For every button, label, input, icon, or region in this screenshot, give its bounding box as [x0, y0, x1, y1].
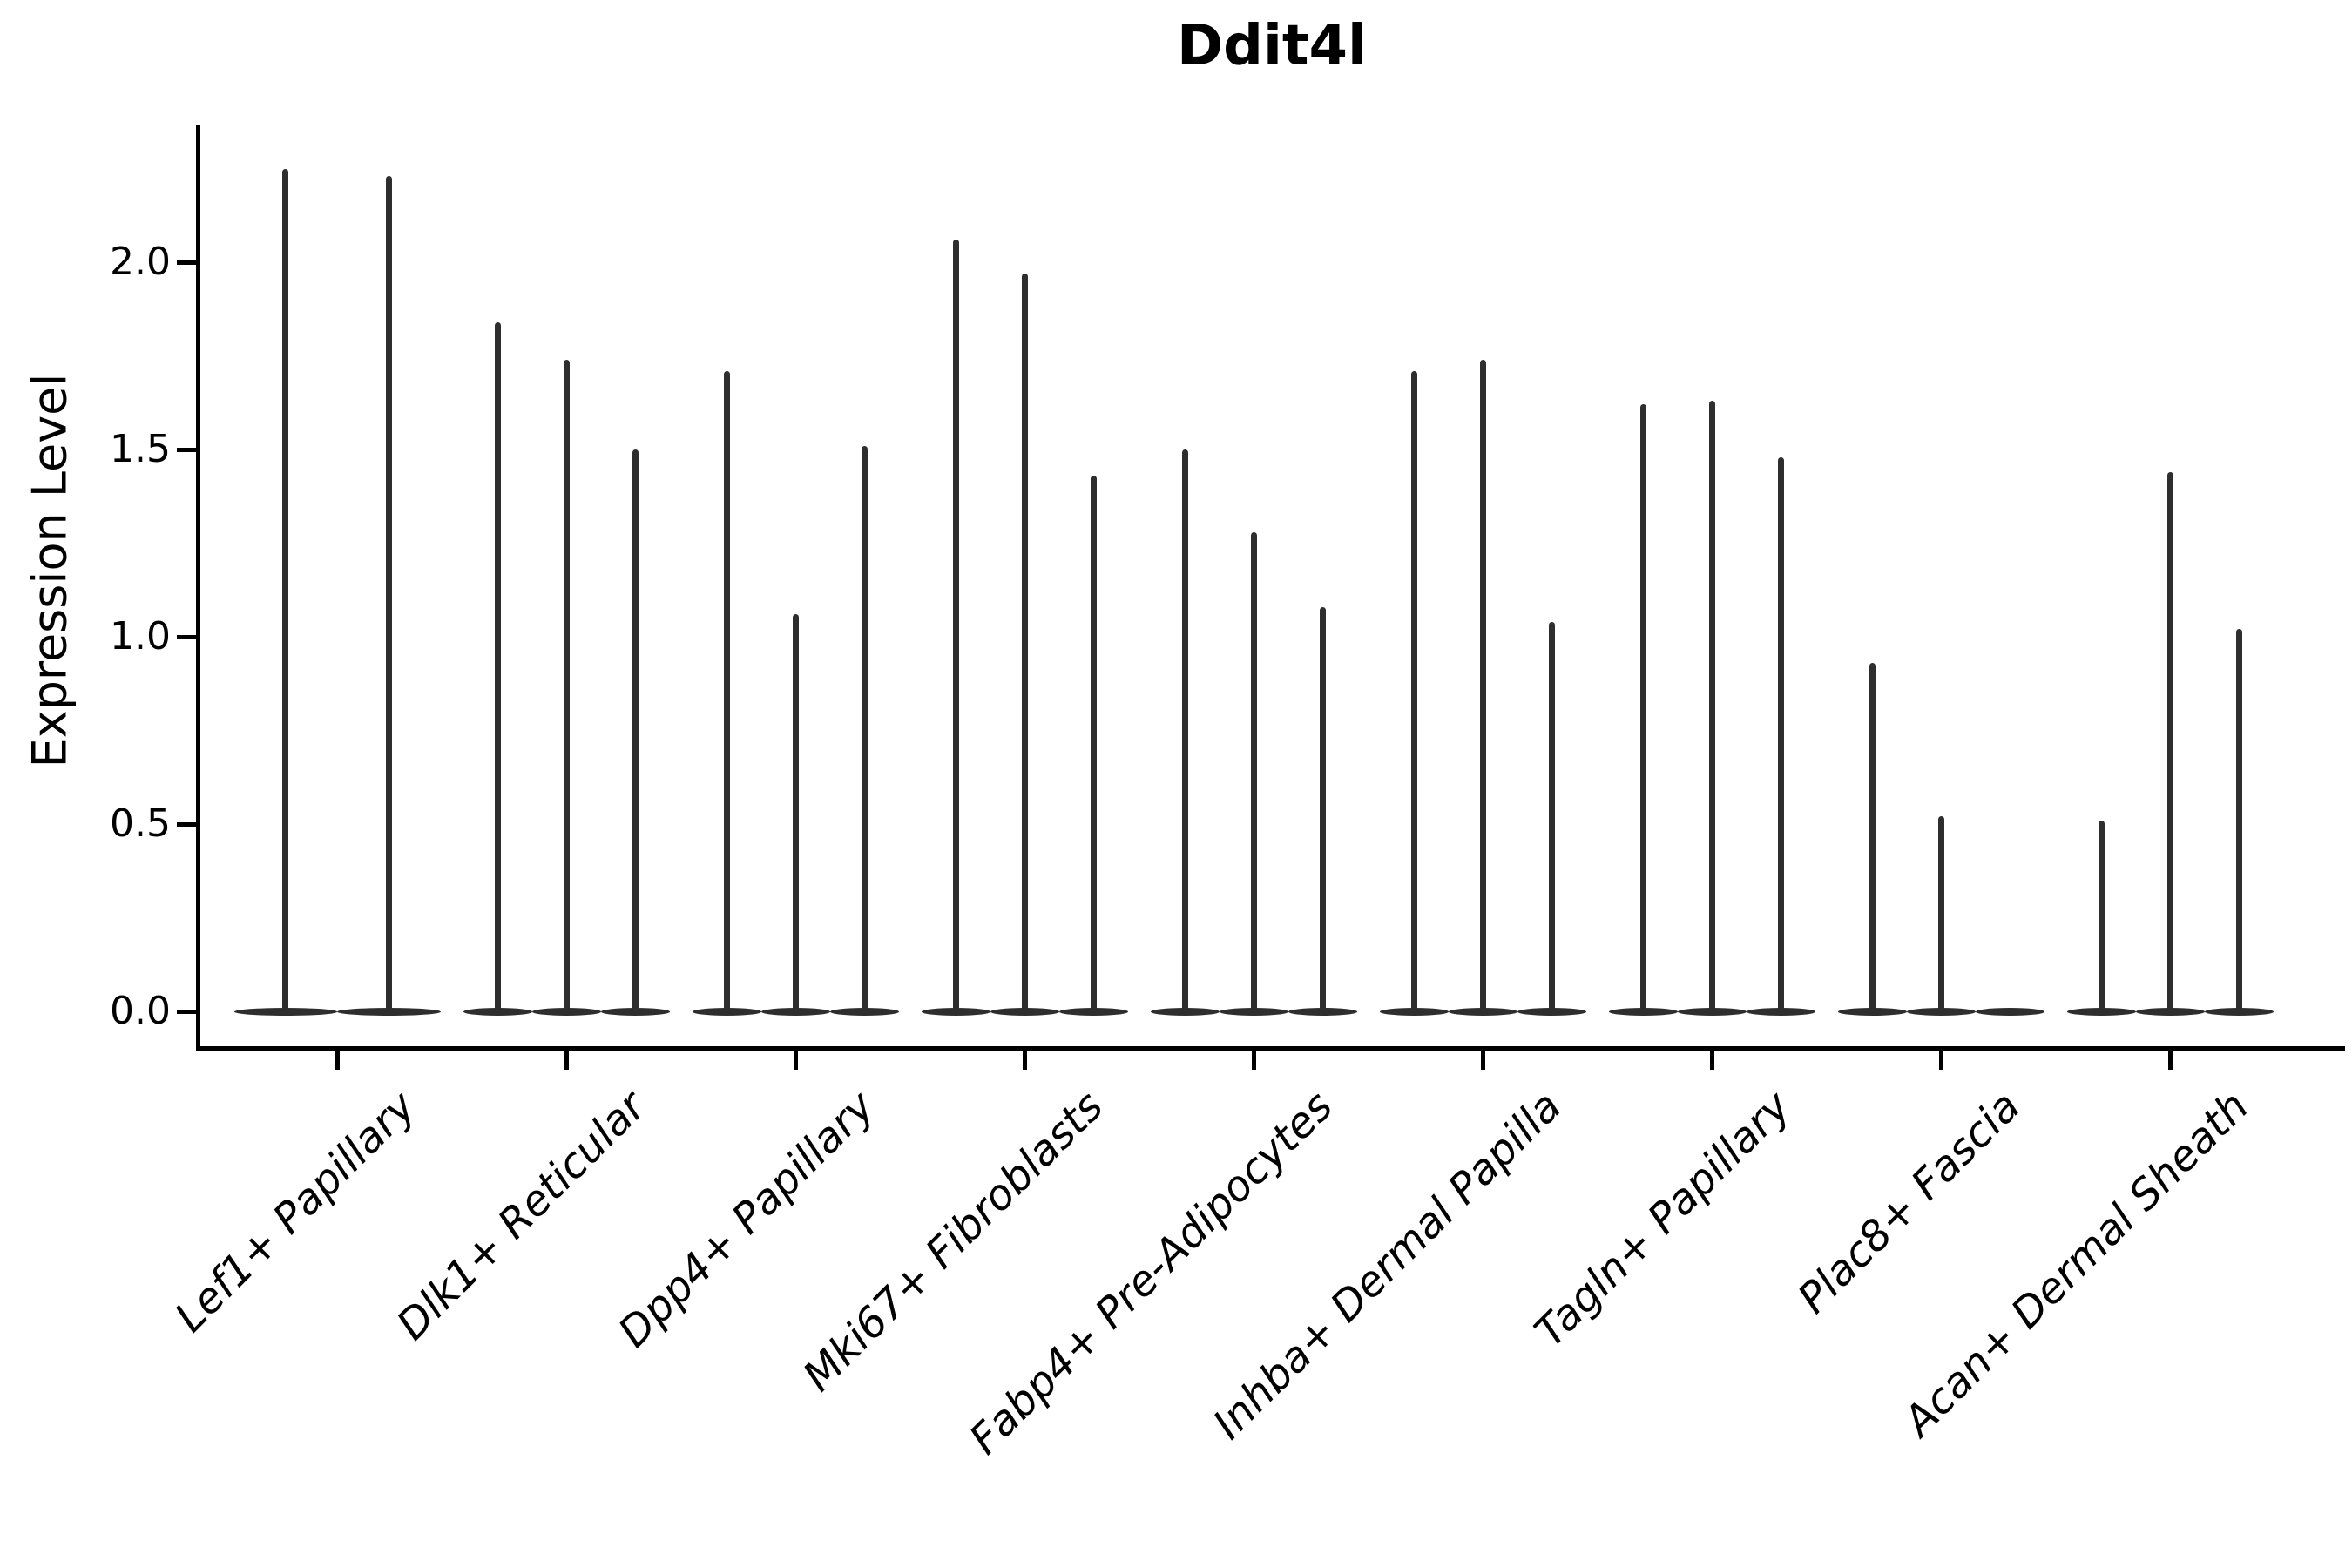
violin-spike	[1639, 404, 1646, 1011]
violin-spike	[952, 240, 959, 1011]
violin-base	[921, 1007, 990, 1016]
violin-base	[1219, 1007, 1288, 1016]
violin-base	[1746, 1007, 1815, 1016]
violin-spike	[1708, 401, 1715, 1011]
violin-base	[1517, 1007, 1586, 1016]
y-tick-label: 1.5	[110, 427, 171, 471]
violin-base	[600, 1007, 670, 1016]
violin-base	[1150, 1007, 1220, 1016]
y-tick-mark	[177, 260, 196, 265]
violin-spike	[2235, 629, 2242, 1011]
y-tick-mark	[177, 447, 196, 452]
violin-base	[760, 1007, 830, 1016]
violin-spike	[1869, 663, 1876, 1011]
violin-spike	[1090, 476, 1097, 1011]
y-tick-label: 0.0	[110, 989, 171, 1033]
x-category-label: Dpp4+ Papillary	[609, 1082, 884, 1357]
y-tick-mark	[177, 634, 196, 639]
violin-spike	[632, 449, 639, 1011]
violin-base	[1058, 1007, 1128, 1016]
violin-base	[2135, 1007, 2205, 1016]
x-tick-mark	[1022, 1051, 1027, 1070]
violin-base	[1677, 1007, 1747, 1016]
violin-spike	[1021, 273, 1028, 1011]
y-tick-mark	[177, 1009, 196, 1014]
violin-spike	[563, 359, 570, 1011]
violin-base	[1906, 1007, 1976, 1016]
violin-spike	[282, 168, 289, 1011]
violin-base	[692, 1007, 761, 1016]
x-tick-mark	[1938, 1051, 1943, 1070]
y-tick-label: 0.5	[110, 801, 171, 846]
violin-spike	[1410, 370, 1417, 1011]
y-tick-mark	[177, 821, 196, 827]
violin-base	[463, 1007, 532, 1016]
violin-base	[531, 1007, 601, 1016]
violin-spike	[385, 176, 392, 1011]
violin-base	[1448, 1007, 1517, 1016]
violin-base	[1975, 1007, 2044, 1016]
chart-title: Ddit4l	[1177, 14, 1367, 78]
violin-base	[337, 1007, 441, 1016]
violin-spike	[1250, 531, 1257, 1011]
y-tick-label: 1.0	[110, 614, 171, 659]
violin-spike	[2166, 471, 2173, 1011]
y-tick-label: 2.0	[110, 240, 171, 284]
violin-spike	[861, 445, 868, 1011]
violin-spike	[1777, 456, 1784, 1011]
x-tick-mark	[2167, 1051, 2173, 1070]
violin-base	[1837, 1007, 1907, 1016]
violin-spike	[1937, 816, 1944, 1011]
x-category-label: Fabp4+ Pre-Adipocytes	[960, 1082, 1342, 1464]
violin-spike	[1479, 359, 1486, 1011]
violin-spike	[723, 370, 730, 1011]
violin-base	[990, 1007, 1059, 1016]
violin-spike	[1181, 449, 1188, 1011]
x-category-label: Plac8+ Fascia	[1788, 1082, 2030, 1323]
violin-spike	[1548, 621, 1555, 1011]
violin-base	[1608, 1007, 1678, 1016]
violin-base	[829, 1007, 899, 1016]
x-category-label: Tagln+ Papillary	[1525, 1082, 1801, 1357]
x-tick-mark	[564, 1051, 569, 1070]
violin-base	[1379, 1007, 1449, 1016]
x-axis-spine	[196, 1046, 2345, 1051]
violin-base	[2066, 1007, 2136, 1016]
violin-spike	[2098, 820, 2105, 1011]
x-tick-mark	[793, 1051, 798, 1070]
x-category-label: Lef1+ Papillary	[166, 1082, 426, 1342]
y-axis-spine	[196, 125, 200, 1051]
x-category-label: Dlk1+ Reticular	[387, 1082, 655, 1350]
x-tick-mark	[1709, 1051, 1714, 1070]
x-tick-mark	[335, 1051, 340, 1070]
violin-spike	[494, 321, 501, 1011]
violin-base	[2204, 1007, 2274, 1016]
x-tick-mark	[1480, 1051, 1485, 1070]
violin-spike	[1319, 606, 1326, 1011]
violin-spike	[792, 614, 799, 1011]
violin-base	[1288, 1007, 1357, 1016]
x-tick-mark	[1251, 1051, 1256, 1070]
violin-base	[233, 1007, 337, 1016]
